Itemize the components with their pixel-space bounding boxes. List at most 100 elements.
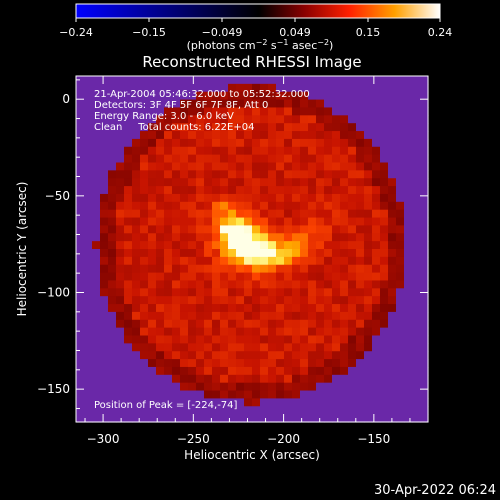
heatmap-cell — [196, 398, 205, 407]
heatmap-cell — [268, 115, 277, 124]
heatmap-cell — [236, 76, 245, 85]
heatmap-cell — [388, 83, 397, 93]
heatmap-cell — [204, 241, 213, 250]
heatmap-cell — [156, 304, 165, 313]
heatmap-cell — [196, 366, 205, 376]
heatmap-cell — [100, 162, 109, 171]
heatmap-cell — [236, 327, 245, 337]
heatmap-cell — [92, 272, 101, 282]
y-tick-label: −150 — [37, 382, 70, 396]
heatmap-cell — [252, 99, 261, 109]
heatmap-cell — [300, 382, 309, 392]
heatmap-cell — [372, 138, 381, 148]
heatmap-cell — [260, 99, 269, 109]
heatmap-cell — [300, 170, 309, 179]
heatmap-cell — [116, 138, 125, 148]
heatmap-cell — [420, 249, 429, 258]
heatmap-cell — [308, 146, 317, 156]
heatmap-cell — [404, 99, 413, 109]
heatmap-cell — [324, 241, 333, 250]
heatmap-cell — [332, 366, 341, 376]
heatmap-cell — [268, 91, 277, 101]
colorbar: −0.24 −0.15 −0.049 0.049 0.15 0.24 (photons c… — [59, 3, 452, 52]
heatmap-cell — [180, 91, 189, 101]
heatmap-cell — [132, 264, 141, 274]
heatmap-cell — [196, 178, 205, 187]
heatmap-cell — [180, 138, 189, 148]
heatmap-cell — [108, 225, 117, 234]
heatmap-cell — [236, 398, 245, 407]
heatmap-cell — [300, 311, 309, 321]
heatmap-cell — [316, 359, 325, 368]
heatmap-cell — [268, 296, 277, 305]
heatmap-cell — [244, 193, 253, 203]
heatmap-cell — [188, 311, 197, 321]
heatmap-cell — [212, 256, 221, 266]
heatmap-cell — [324, 170, 333, 179]
heatmap-cell — [324, 209, 333, 219]
heatmap-cell — [204, 390, 213, 400]
heatmap-cell — [124, 304, 133, 313]
heatmap-cell — [276, 76, 285, 85]
heatmap-cell — [380, 359, 389, 368]
heatmap-cell — [412, 382, 421, 392]
heatmap-cell — [348, 319, 357, 329]
heatmap-cell — [276, 193, 285, 203]
heatmap-cell — [284, 241, 293, 250]
heatmap-cell — [164, 382, 173, 392]
heatmap-cell — [164, 201, 173, 211]
heatmap-cell — [220, 288, 229, 297]
heatmap-cell — [196, 123, 205, 132]
heatmap-cell — [276, 201, 285, 211]
heatmap-cell — [364, 414, 373, 423]
heatmap-cell — [380, 99, 389, 109]
heatmap-cell — [396, 83, 405, 93]
heatmap-cell — [212, 382, 221, 392]
heatmap-cell — [228, 217, 237, 227]
heatmap-cell — [420, 217, 429, 227]
heatmap-cell — [212, 249, 221, 258]
heatmap-cell — [228, 83, 237, 93]
heatmap-cell — [84, 280, 93, 289]
heatmap-cell — [396, 414, 405, 423]
heatmap-cell — [324, 359, 333, 368]
heatmap-cell — [108, 76, 117, 85]
heatmap-cell — [372, 154, 381, 164]
heatmap-cell — [364, 374, 373, 384]
heatmap-cell — [348, 99, 357, 109]
heatmap-cell — [388, 351, 397, 360]
heatmap-cell — [164, 343, 173, 352]
heatmap-cell — [252, 241, 261, 250]
heatmap-cell — [380, 249, 389, 258]
heatmap-cell — [180, 233, 189, 242]
heatmap-cell — [324, 264, 333, 274]
heatmap-cell — [356, 256, 365, 266]
heatmap-cell — [292, 123, 301, 132]
heatmap-cell — [324, 335, 333, 344]
heatmap-cell — [108, 138, 117, 148]
heatmap-cell — [92, 343, 101, 352]
heatmap-cell — [348, 335, 357, 344]
heatmap-cell — [100, 272, 109, 282]
heatmap-cell — [332, 123, 341, 132]
heatmap-cell — [300, 327, 309, 337]
heatmap-cell — [76, 414, 85, 423]
heatmap-cell — [380, 123, 389, 132]
heatmap-cell — [244, 162, 253, 171]
heatmap-cell — [284, 225, 293, 234]
heatmap-cell — [276, 335, 285, 344]
heatmap-cell — [348, 83, 357, 93]
heatmap-cell — [420, 162, 429, 171]
heatmap-cell — [164, 256, 173, 266]
heatmap-cell — [116, 398, 125, 407]
heatmap-cell — [340, 280, 349, 289]
heatmap-cell — [188, 225, 197, 234]
heatmap-cell — [92, 288, 101, 297]
heatmap-cell — [100, 249, 109, 258]
heatmap-cell — [156, 319, 165, 329]
heatmap-cell — [132, 304, 141, 313]
heatmap-cell — [228, 138, 237, 148]
heatmap-cell — [348, 343, 357, 352]
heatmap-cell — [316, 233, 325, 242]
heatmap-cell — [340, 311, 349, 321]
